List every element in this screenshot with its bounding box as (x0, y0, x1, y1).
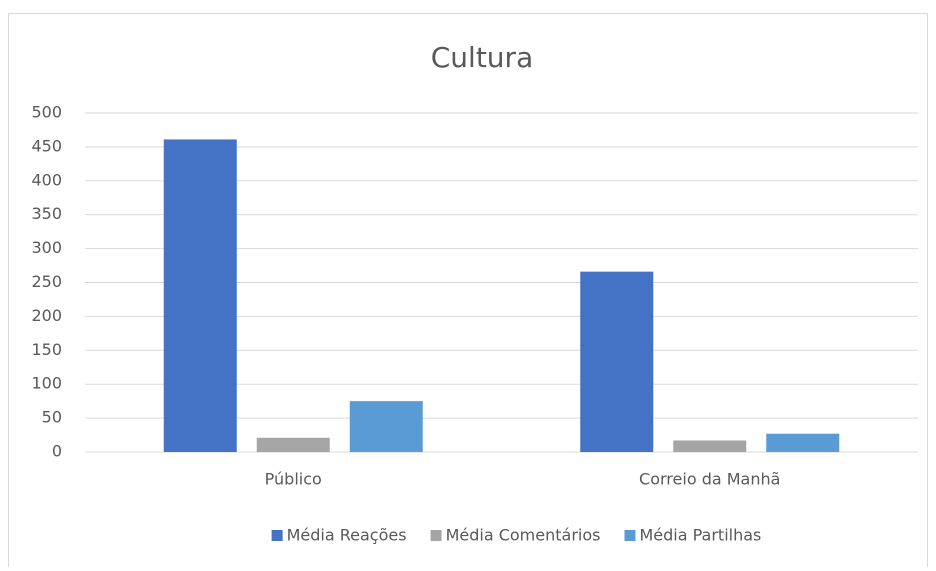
x-tick-label: Público (265, 470, 322, 489)
bar (163, 139, 237, 452)
y-tick-label: 0 (52, 442, 62, 461)
y-tick-label: 150 (31, 340, 62, 359)
bar (256, 437, 330, 452)
y-tick-label: 50 (42, 408, 62, 427)
legend-label: Média Comentários (446, 526, 601, 545)
bar (673, 440, 747, 452)
bar (766, 433, 840, 452)
y-tick-label: 300 (31, 238, 62, 257)
legend-swatch (430, 530, 442, 541)
y-tick-label: 250 (31, 272, 62, 291)
legend-label: Média Partilhas (639, 526, 761, 545)
x-tick-label: Correio da Manhã (639, 470, 780, 489)
chart-frame (8, 13, 928, 571)
y-tick-label: 350 (31, 204, 62, 223)
legend-label: Média Reações (287, 526, 407, 545)
y-tick-label: 500 (31, 103, 62, 122)
y-tick-label: 450 (31, 136, 62, 155)
y-tick-label: 200 (31, 306, 62, 325)
legend-swatch (271, 530, 283, 541)
legend-swatch (624, 530, 636, 541)
y-tick-label: 400 (31, 170, 62, 189)
y-tick-label: 100 (31, 374, 62, 393)
chart-title: Cultura (431, 41, 533, 74)
bar (580, 271, 654, 452)
bar (349, 401, 423, 452)
